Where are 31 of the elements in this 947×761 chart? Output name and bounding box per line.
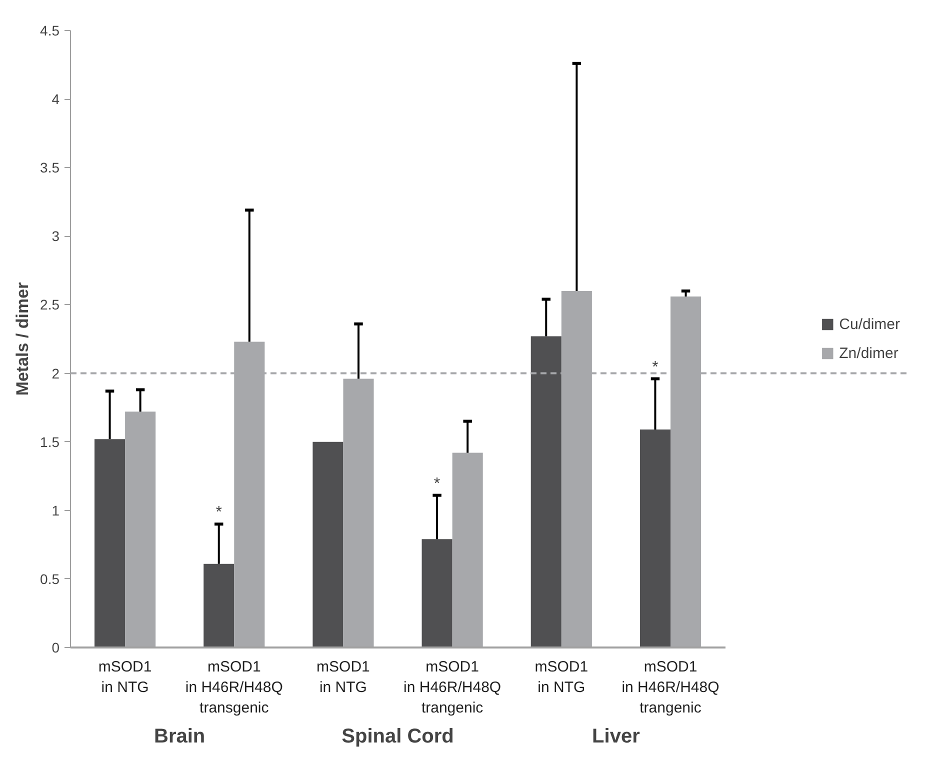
annotation: * (434, 475, 440, 492)
y-tick-label: 3 (52, 228, 60, 244)
bar (422, 539, 452, 648)
y-axis-title: Metals / dimer (13, 282, 32, 396)
bar (530, 336, 562, 648)
y-tick-label: 4.5 (40, 22, 60, 38)
bar (204, 564, 234, 648)
y-tick-label: 4 (52, 91, 60, 108)
y-tick-label: 2 (52, 365, 60, 382)
text: Spinal Cord (342, 726, 454, 748)
y-tick-label: 3.5 (40, 160, 60, 176)
y-tick-label: 1.5 (40, 434, 60, 450)
x-tick-label: mSOD1 in H46R/H48Q trangenic (404, 658, 502, 716)
y-tick-label: 0 (52, 640, 60, 656)
legend-label: Zn/dimer (839, 344, 898, 362)
annotation: * (652, 358, 658, 376)
y-tick-label: 0.5 (40, 570, 60, 587)
y-tick-label: 1 (52, 502, 60, 518)
bar (94, 439, 126, 648)
x-tick-label: mSOD1 in H46R/H48Q trangenic (622, 658, 720, 716)
x-tick-label: mSOD1 in NTG (98, 658, 152, 696)
legend-label: Cu/dimer (839, 316, 900, 332)
x-tick-label: mSOD1 in H46R/H48Q transgenic (185, 658, 283, 716)
text: Liver (592, 726, 640, 748)
x-tick-label: mSOD1 in NTG (316, 658, 370, 696)
text: Brain (154, 726, 206, 748)
bar (640, 429, 670, 648)
bar (312, 442, 344, 648)
y-tick-label: 2.5 (40, 296, 60, 313)
annotation: * (216, 504, 222, 522)
x-tick-label: mSOD1 in NTG (534, 658, 588, 696)
